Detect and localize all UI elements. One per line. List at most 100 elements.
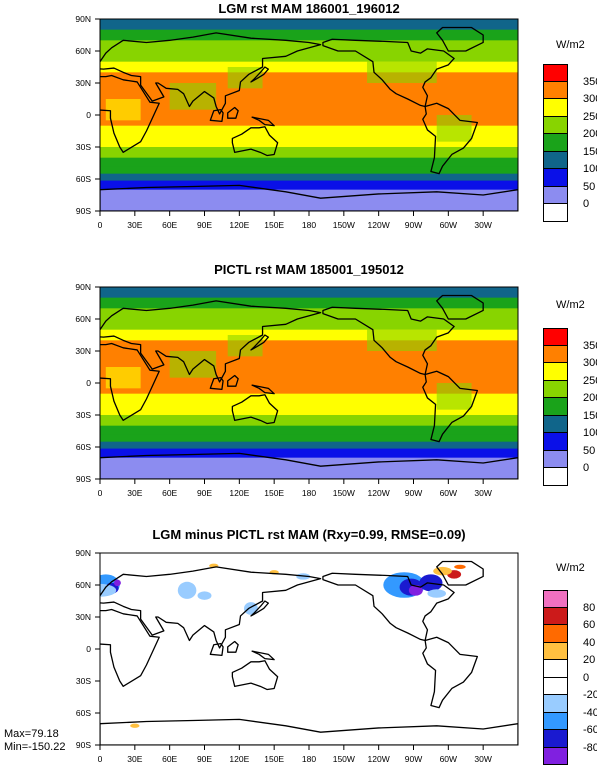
y-tick-label: 60N (75, 46, 91, 56)
data-patch (436, 115, 472, 142)
colorbar-swatch (543, 204, 568, 222)
data-band (100, 93, 518, 105)
data-band (100, 297, 518, 309)
data-band (100, 189, 518, 201)
y-tick-label: 0 (86, 378, 91, 388)
data-patch (105, 99, 141, 121)
colorbar-swatch (543, 398, 568, 416)
data-band (100, 51, 518, 63)
colorbar-swatch (543, 116, 568, 134)
colorbar-swatch (543, 712, 568, 730)
x-tick-label: 150E (264, 754, 284, 764)
x-tick-label: 60W (440, 220, 457, 230)
data-band (100, 372, 518, 384)
data-band (100, 319, 518, 331)
colorbar-swatch (543, 607, 568, 625)
data-band (100, 83, 518, 95)
data-band (100, 308, 518, 320)
data-band (100, 136, 518, 148)
coastline (100, 608, 160, 687)
x-tick-label: 90W (405, 220, 422, 230)
data-band (100, 115, 518, 127)
data-anomaly (177, 581, 197, 599)
data-band (100, 200, 518, 211)
coastline (100, 300, 322, 383)
coastline (322, 38, 455, 108)
colorbar-swatch (543, 433, 568, 451)
colorbar-swatch (543, 695, 568, 713)
coastline (436, 26, 484, 52)
coastline (209, 109, 224, 123)
x-tick-label: 120E (229, 754, 249, 764)
colorbar-swatch (543, 328, 568, 346)
colorbar-label: 60 (583, 619, 596, 631)
data-patch (367, 329, 437, 351)
data-band (100, 383, 518, 395)
colorbar-label: 300 (583, 93, 597, 105)
panel-diff: LGM minus PICTL rst MAM (Rxy=0.99, RMSE=… (0, 522, 597, 782)
x-tick-label: 150W (333, 754, 355, 764)
colorbar-label: 300 (583, 357, 597, 369)
x-tick-label: 30W (474, 488, 491, 498)
colorbar-swatch (543, 730, 568, 748)
coastline (422, 636, 479, 709)
map-plot-diff: 0 30E 60E 90E 120E 150E 180 150W 120W 90W 60W 30W 90… (75, 548, 519, 764)
colorbar-swatch (543, 625, 568, 643)
coastline (322, 306, 455, 376)
colorbar-swatch (543, 415, 568, 433)
y-tick-label: 0 (86, 110, 91, 120)
data-anomaly (100, 583, 117, 597)
y-tick-label: 90N (75, 282, 91, 292)
y-tick-label: 60N (75, 580, 91, 590)
x-tick-label: 0 (98, 754, 103, 764)
stats-readout: Max=79.18 Min=-150.22 (4, 728, 65, 754)
x-tick-label: 30E (127, 488, 142, 498)
data-patch (367, 61, 437, 83)
x-tick-label: 30W (474, 220, 491, 230)
data-band (100, 468, 518, 479)
units-label: W/m2 (556, 562, 585, 574)
x-tick-label: 150W (333, 220, 355, 230)
colorbar-label: 350 (583, 339, 597, 352)
coastline (209, 643, 224, 657)
colorbar (543, 64, 568, 222)
coastline (250, 600, 270, 617)
data-band (100, 180, 518, 191)
colorbar-swatch (543, 590, 568, 608)
y-tick-label: 60S (76, 708, 91, 718)
coastline (436, 560, 484, 586)
x-tick-label: 180 (302, 220, 316, 230)
colorbar-swatch (543, 660, 568, 678)
data-anomaly (130, 723, 140, 728)
colorbar-swatch (543, 677, 568, 695)
x-tick-label: 120W (368, 488, 390, 498)
colorbar-label: 250 (583, 374, 597, 387)
coastline (251, 384, 275, 395)
x-tick-label: 180 (302, 754, 316, 764)
data-band (100, 125, 518, 137)
coastline (422, 370, 479, 443)
coastline (100, 452, 518, 479)
x-tick-label: 120E (229, 488, 249, 498)
y-tick-label: 30N (75, 78, 91, 88)
colorbar-swatch (543, 64, 568, 82)
x-tick-label: 150E (264, 488, 284, 498)
x-tick-label: 0 (98, 220, 103, 230)
colorbar-label: 100 (583, 427, 597, 439)
colorbar (543, 328, 568, 486)
coastline (251, 650, 275, 661)
x-tick-label: 60W (440, 488, 457, 498)
x-tick-label: 120W (368, 220, 390, 230)
coastline (231, 126, 279, 157)
map-plot-pictl: 0 30E 60E 90E 120E 150E 180 150W 120W 90W 60W 30W 90… (75, 282, 519, 498)
colorbar-swatch (543, 363, 568, 381)
coastline (100, 74, 160, 153)
colorbar-label: -20 (583, 689, 597, 701)
data-band (100, 40, 518, 52)
colorbar-swatch (543, 642, 568, 660)
colorbar-swatch (543, 747, 568, 765)
colorbar-swatch (543, 81, 568, 99)
data-band (100, 173, 518, 182)
x-tick-label: 90E (197, 220, 212, 230)
x-tick-label: 120W (368, 754, 390, 764)
